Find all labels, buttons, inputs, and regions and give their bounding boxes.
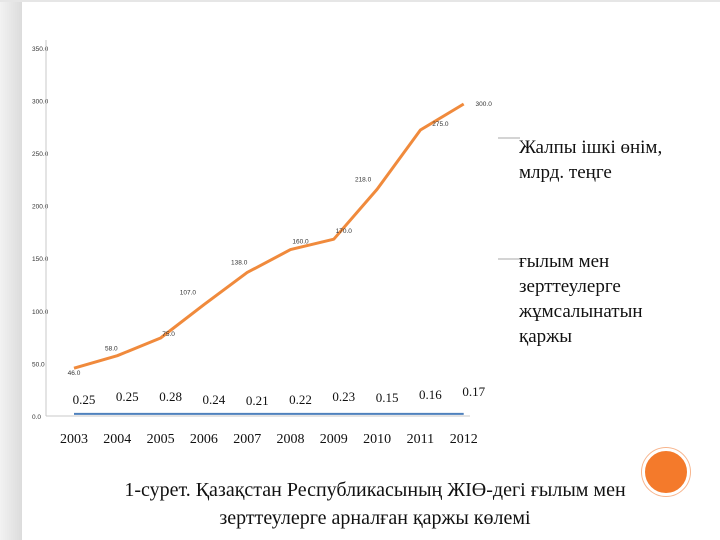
slide-top-border [0,0,720,2]
legend-research-line3: жұмсалынатын [519,301,643,322]
legend-research-line4: қаржы [519,326,573,347]
x-tick-label: 2004 [103,432,131,447]
gdp-data-label: 300.0 [476,101,493,108]
gdp-data-label: 275.0 [432,121,449,128]
caption-line2: зерттеулерге арналған қаржы көлемі [219,507,531,529]
chart-series [73,102,465,415]
chart-axes: 0.0 50.0 100.0 150.0 200.0 250.0 300.0 350.0 200… [32,40,478,447]
research-data-label: 0.25 [116,389,139,404]
x-tick-label: 2010 [363,432,391,447]
gdp-data-label: 46.0 [68,370,81,377]
research-data-label: 0.25 [73,392,96,407]
chart-data-labels: 46.0 58.0 75.0 107.0 138.0 160.0 170.0 218.0 275… [68,101,493,408]
y-tick-label: 50.0 [32,361,45,368]
chart-legend-lines [498,137,520,260]
gdp-data-label: 160.0 [292,239,309,246]
gdp-data-label: 75.0 [162,331,175,338]
research-data-label: 0.17 [462,384,485,399]
slide-left-border [0,0,22,540]
legend-research-line2: зерттеулерге [519,276,621,297]
y-tick-label: 100.0 [32,309,49,316]
y-tick-label: 150.0 [32,256,49,263]
x-tick-label: 2011 [407,432,434,447]
figure-caption: 1-сурет. Қазақстан Республикасының ЖІӨ-д… [30,476,720,532]
x-tick-label: 2012 [450,432,478,447]
gdp-data-label: 58.0 [105,346,118,353]
y-tick-label: 200.0 [32,204,49,211]
gdp-data-label: 107.0 [180,290,197,297]
x-tick-label: 2007 [233,432,261,447]
y-tick-label: 300.0 [32,98,49,105]
research-data-label: 0.15 [376,390,399,405]
x-tick-label: 2003 [60,432,88,447]
research-data-label: 0.23 [332,389,355,404]
research-data-label: 0.22 [289,392,312,407]
research-data-label: 0.24 [203,392,226,407]
x-tick-label: 2009 [320,432,348,447]
gdp-data-label: 170.0 [336,228,353,235]
series-gdp-line [73,102,465,370]
line-chart: 0.0 50.0 100.0 150.0 200.0 250.0 300.0 350.0 200… [32,40,520,447]
research-data-label: 0.28 [159,389,182,404]
gdp-data-label: 218.0 [355,176,372,183]
x-tick-label: 2006 [190,432,218,447]
y-tick-label: 350.0 [32,46,49,53]
legend-gdp-line2: млрд. теңге [519,162,612,183]
y-tick-label: 0.0 [32,414,41,421]
research-data-label: 0.21 [246,393,269,408]
x-tick-label: 2005 [147,432,175,447]
caption-line1: 1-сурет. Қазақстан Республикасының ЖІӨ-д… [124,479,626,501]
legend-gdp-line1: Жалпы ішкі өнім, [519,137,663,158]
research-data-label: 0.16 [419,387,442,402]
y-tick-label: 250.0 [32,151,49,158]
decorative-orange-circle [642,448,690,496]
legend-research: ғылым мен зерттеулерге жұмсалынатын қарж… [519,249,643,349]
x-tick-label: 2008 [277,432,305,447]
legend-gdp: Жалпы ішкі өнім, млрд. теңге [519,135,662,185]
gdp-data-label: 138.0 [231,259,248,266]
legend-research-line1: ғылым мен [519,251,610,272]
